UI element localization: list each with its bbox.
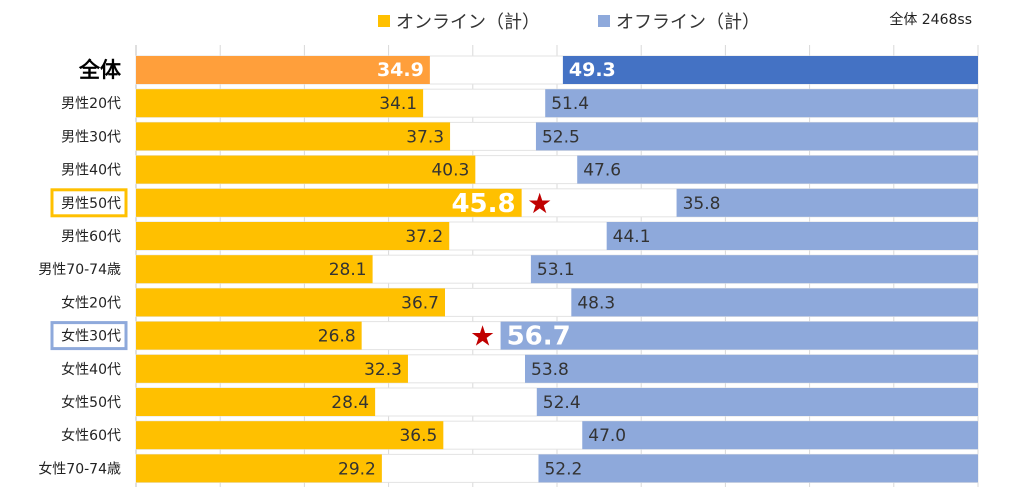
bar-offline bbox=[500, 321, 978, 350]
bar-online bbox=[136, 89, 424, 118]
value-label-online: 32.3 bbox=[364, 360, 402, 380]
bar-row: 36.7 48.3 女性20代 bbox=[61, 287, 979, 317]
value-label-offline: 47.6 bbox=[583, 161, 621, 181]
category-label: 女性30代 bbox=[61, 328, 121, 345]
category-label: 女性70-74歳 bbox=[38, 460, 121, 477]
bar-row: 45.8 35.8 ★ 男性50代 bbox=[50, 187, 979, 220]
bar-online bbox=[136, 155, 476, 184]
legend-item-online: オンライン（計） bbox=[378, 8, 540, 34]
value-label-online: 37.2 bbox=[405, 227, 443, 247]
category-label: 女性50代 bbox=[61, 394, 121, 411]
value-label-offline: 48.3 bbox=[577, 293, 615, 313]
value-label-online: 40.3 bbox=[431, 161, 469, 181]
value-label-online: 34.1 bbox=[379, 94, 417, 114]
bar-row: 28.1 53.1 男性70-74歳 bbox=[38, 254, 979, 284]
legend-swatch-online bbox=[378, 15, 390, 27]
bar-row: 36.5 47.0 女性60代 bbox=[61, 420, 979, 450]
value-label-online: 28.4 bbox=[331, 393, 369, 413]
bar-row: 34.1 51.4 男性20代 bbox=[61, 88, 979, 118]
category-highlight-box bbox=[50, 188, 128, 218]
star-icon: ★ bbox=[470, 320, 495, 353]
bar-online bbox=[136, 421, 444, 450]
value-label-online: 36.5 bbox=[399, 426, 437, 446]
bar-online bbox=[136, 56, 430, 84]
value-label-offline: 44.1 bbox=[613, 227, 651, 247]
bar-row: 37.2 44.1 男性60代 bbox=[61, 221, 979, 251]
value-label-offline: 51.4 bbox=[551, 94, 589, 114]
legend-label-online: オンライン（計） bbox=[396, 12, 540, 33]
category-label: 男性30代 bbox=[61, 129, 121, 145]
bar-row: 28.4 52.4 女性50代 bbox=[61, 387, 979, 417]
category-label: 男性60代 bbox=[61, 229, 121, 245]
bar-online bbox=[136, 321, 362, 350]
bar-row: 26.8 56.7 ★ 女性30代 bbox=[50, 320, 979, 353]
bar-row: 40.3 47.6 男性40代 bbox=[61, 155, 979, 185]
value-label-online: 26.8 bbox=[318, 327, 356, 347]
bar-offline bbox=[535, 122, 978, 151]
bar-offline bbox=[525, 354, 978, 383]
value-label-offline: 52.2 bbox=[544, 459, 582, 479]
bar-row: 37.3 52.5 男性30代 bbox=[61, 121, 979, 151]
bar-row: 29.2 52.2 女性70-74歳 bbox=[38, 453, 979, 483]
value-label-offline: 49.3 bbox=[569, 59, 616, 81]
category-label: 男性70-74歳 bbox=[38, 262, 121, 278]
bar-online bbox=[136, 122, 451, 151]
bar-online bbox=[136, 388, 376, 416]
bar-offline bbox=[562, 56, 978, 84]
value-label-online: 36.7 bbox=[401, 293, 439, 313]
bar-offline bbox=[530, 255, 978, 284]
bar-row: 32.3 53.8 女性40代 bbox=[61, 354, 979, 384]
legend-label-offline: オフライン（計） bbox=[616, 12, 760, 33]
category-label: 女性20代 bbox=[61, 294, 121, 311]
bar-offline bbox=[571, 288, 978, 317]
category-label: 男性40代 bbox=[61, 163, 121, 179]
category-highlight-box bbox=[50, 321, 128, 351]
legend-swatch-offline bbox=[598, 15, 610, 27]
value-label-offline: 52.5 bbox=[542, 127, 580, 147]
bar-offline bbox=[582, 421, 978, 450]
bar-online bbox=[136, 354, 408, 383]
bar-offline bbox=[538, 454, 978, 483]
bar-row: 34.9 49.3 全体 bbox=[78, 55, 979, 85]
value-label-offline: 56.7 bbox=[507, 322, 571, 352]
value-label-offline: 53.1 bbox=[537, 260, 575, 280]
value-label-online: 34.9 bbox=[377, 59, 424, 81]
bar-offline bbox=[676, 188, 978, 217]
star-icon: ★ bbox=[527, 187, 552, 220]
value-label-online: 29.2 bbox=[338, 459, 376, 479]
value-label-online: 28.1 bbox=[329, 260, 367, 280]
category-label: 男性20代 bbox=[61, 96, 121, 112]
category-label: 女性40代 bbox=[61, 361, 121, 378]
value-label-offline: 53.8 bbox=[531, 360, 569, 380]
value-label-offline: 35.8 bbox=[683, 194, 721, 214]
sample-size-note: 全体 2468ss bbox=[889, 12, 972, 28]
bar-online bbox=[136, 255, 373, 284]
value-label-offline: 52.4 bbox=[543, 393, 581, 413]
legend: オンライン（計） オフライン（計） bbox=[0, 8, 1012, 34]
value-label-offline: 47.0 bbox=[588, 426, 626, 446]
bar-offline bbox=[577, 155, 978, 184]
bar-offline bbox=[545, 89, 978, 118]
bar-online bbox=[136, 188, 522, 217]
category-label: 全体 bbox=[78, 58, 122, 82]
bar-online bbox=[136, 454, 382, 483]
bar-online bbox=[136, 222, 450, 250]
bar-offline bbox=[536, 388, 978, 416]
category-label: 男性50代 bbox=[61, 196, 121, 212]
value-label-online: 45.8 bbox=[451, 189, 515, 219]
bar-online bbox=[136, 288, 446, 317]
legend-item-offline: オフライン（計） bbox=[598, 8, 760, 34]
bar-offline bbox=[606, 222, 978, 250]
category-label: 女性60代 bbox=[61, 427, 121, 444]
value-label-online: 37.3 bbox=[406, 127, 444, 147]
